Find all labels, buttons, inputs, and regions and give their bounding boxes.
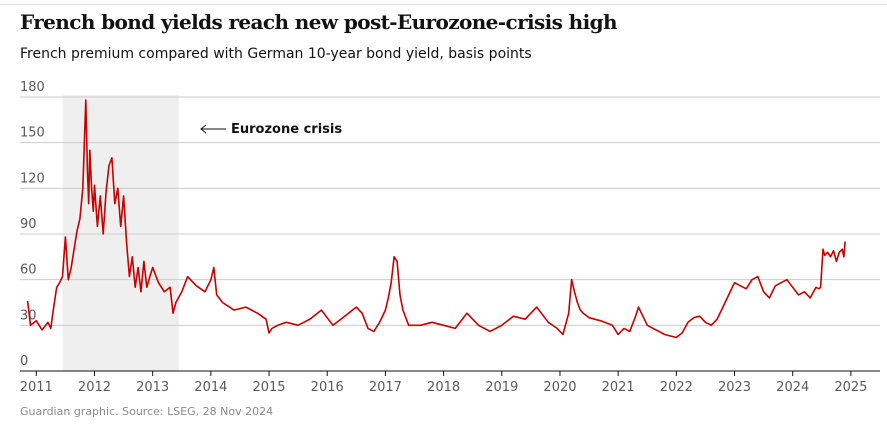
x-tick-label: 2016	[311, 380, 344, 395]
x-tick-label: 2015	[252, 380, 285, 395]
x-tick-label: 2021	[602, 380, 635, 395]
x-tick-label: 2012	[78, 380, 111, 395]
x-tick-label: 2011	[20, 380, 53, 395]
y-tick-label: 120	[20, 171, 45, 186]
series-line	[26, 99, 846, 339]
x-tick-label: 2017	[369, 380, 402, 395]
y-tick-label: 0	[20, 354, 28, 369]
x-tick-label: 2022	[660, 380, 693, 395]
y-tick-label: 60	[20, 263, 37, 278]
y-tick-label: 30	[20, 308, 37, 323]
y-tick-label: 150	[20, 126, 45, 141]
line-chart: 0 30 60 90 120 150 180 2011 2012 2013 2014 2015 201…	[20, 80, 880, 395]
chart-subtitle: French premium compared with German 10-y…	[20, 46, 532, 62]
x-tick-label: 2020	[543, 380, 576, 395]
x-tick-label: 2018	[427, 380, 460, 395]
x-tick-label: 2014	[194, 380, 227, 395]
x-tick-label: 2025	[834, 380, 867, 395]
x-tick-label: 2023	[718, 380, 751, 395]
x-tick-label: 2013	[136, 380, 169, 395]
y-tick-label: 90	[20, 217, 37, 232]
crisis-highlight-region	[62, 95, 179, 371]
annotation-arrowhead	[200, 124, 207, 134]
source-note: Guardian graphic. Source: LSEG, 28 Nov 2…	[20, 405, 274, 418]
y-tick-label: 180	[20, 80, 45, 95]
top-rule	[0, 4, 887, 5]
x-tick-label: 2024	[776, 380, 809, 395]
annotation-label: Eurozone crisis	[231, 122, 342, 137]
x-tick-label: 2019	[485, 380, 518, 395]
chart-title: French bond yields reach new post-Eurozo…	[20, 10, 618, 34]
